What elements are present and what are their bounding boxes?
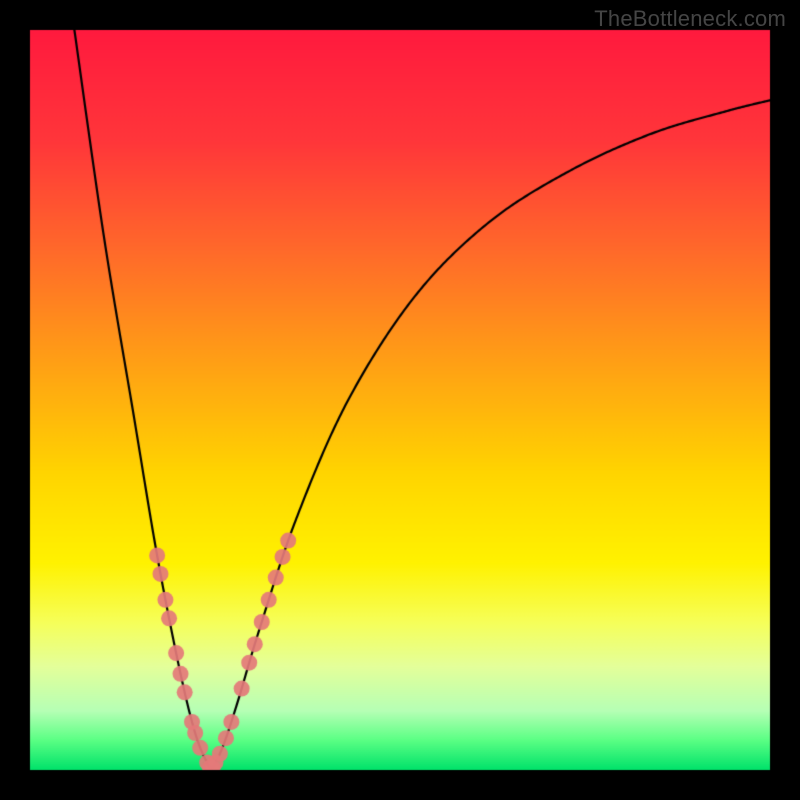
bottleneck-curve-chart: [0, 0, 800, 800]
